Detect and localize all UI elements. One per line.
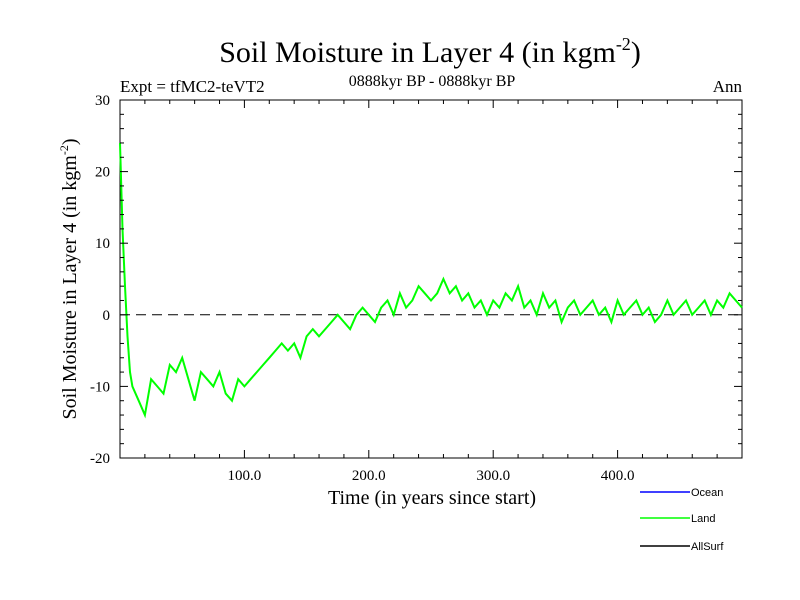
- y-tick-label: 30: [95, 93, 110, 109]
- y-axis-label-suffix: ): [59, 138, 81, 145]
- x-tick-label: 400.0: [601, 468, 635, 484]
- chart-title-superscript: -2: [616, 34, 631, 54]
- legend: Ocean Land AllSurf: [640, 487, 724, 553]
- plot-frame: [119, 99, 743, 459]
- legend-label-land: Land: [691, 513, 715, 525]
- y-axis-label: Soil Moisture in Layer 4 (in kgm-2): [57, 138, 81, 419]
- chart-subtitle: 0888kyr BP - 0888kyr BP: [349, 73, 516, 90]
- y-tick-label: -20: [90, 451, 110, 467]
- chart-title: Soil Moisture in Layer 4 (in kgm-2): [219, 34, 641, 69]
- chart-title-suffix: ): [631, 36, 641, 69]
- season-label: Ann: [713, 77, 743, 96]
- y-tick-label: 10: [95, 236, 110, 252]
- y-axis-label-superscript: -2: [57, 145, 71, 155]
- x-tick-label: 100.0: [228, 468, 262, 484]
- x-tick-label: 300.0: [476, 468, 510, 484]
- y-tick-label: -10: [90, 379, 110, 395]
- y-axis-ticks: -20 -10 0 10 20 30: [90, 93, 742, 467]
- y-tick-label: 0: [103, 308, 111, 324]
- series-line-land: [119, 142, 743, 419]
- legend-label-ocean: Ocean: [691, 487, 723, 499]
- legend-label-allsurf: AllSurf: [691, 541, 724, 553]
- x-axis-label: Time (in years since start): [328, 487, 536, 509]
- x-tick-label: 200.0: [352, 468, 386, 484]
- x-axis-ticks: 100.0 200.0 300.0 400.0: [144, 100, 718, 484]
- experiment-label: Expt = tfMC2-teVT2: [120, 77, 265, 96]
- y-tick-label: 20: [95, 165, 110, 181]
